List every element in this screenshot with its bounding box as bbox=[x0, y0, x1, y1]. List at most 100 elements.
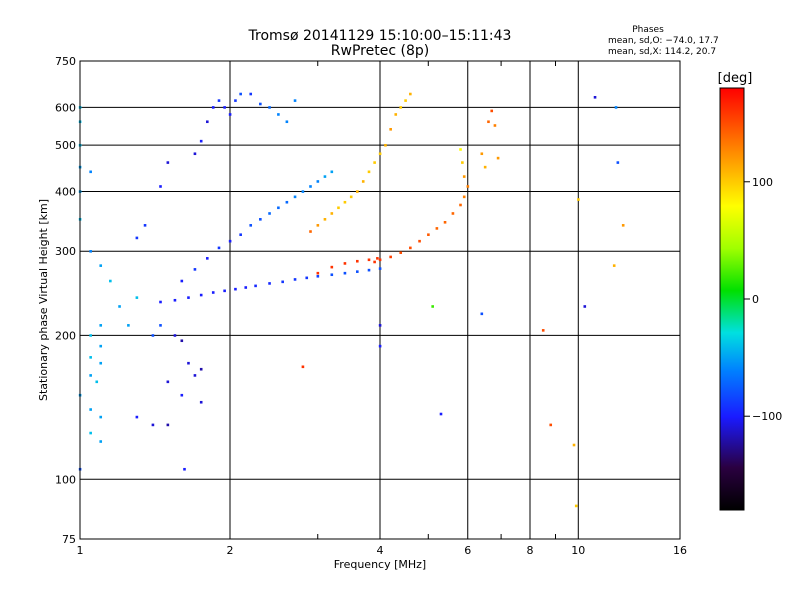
data-point bbox=[89, 408, 92, 411]
data-point bbox=[89, 356, 92, 359]
data-point bbox=[151, 423, 155, 427]
data-point bbox=[483, 165, 487, 169]
data-point bbox=[490, 109, 494, 113]
data-point bbox=[89, 170, 92, 174]
data-point bbox=[183, 467, 186, 471]
data-point bbox=[316, 224, 320, 227]
data-point bbox=[193, 374, 197, 377]
data-point bbox=[577, 198, 580, 201]
data-point bbox=[487, 120, 490, 124]
data-point bbox=[249, 92, 253, 96]
x-tick-label: 16 bbox=[673, 544, 687, 557]
data-point bbox=[574, 504, 578, 508]
data-point bbox=[109, 279, 112, 283]
data-point bbox=[268, 212, 271, 215]
data-point bbox=[244, 286, 248, 289]
data-point bbox=[355, 259, 359, 263]
data-point bbox=[493, 124, 497, 127]
data-point bbox=[496, 156, 500, 160]
y-tick-label: 500 bbox=[55, 139, 76, 152]
data-point bbox=[180, 339, 184, 343]
data-point bbox=[166, 161, 170, 164]
data-point bbox=[378, 152, 382, 156]
data-point bbox=[143, 224, 147, 227]
data-point bbox=[301, 365, 305, 369]
y-tick-label: 200 bbox=[55, 329, 76, 342]
data-point bbox=[462, 175, 466, 178]
data-point bbox=[361, 180, 365, 183]
data-point bbox=[399, 251, 403, 255]
plot-points bbox=[78, 92, 625, 508]
data-point bbox=[549, 423, 553, 427]
data-point bbox=[462, 195, 466, 199]
data-point bbox=[193, 152, 197, 156]
data-point bbox=[431, 305, 434, 308]
data-point bbox=[480, 312, 484, 316]
data-point bbox=[404, 99, 407, 102]
data-point bbox=[378, 344, 382, 348]
data-point bbox=[389, 127, 392, 131]
data-point bbox=[199, 139, 203, 143]
x-axis-label: Frequency [MHz] bbox=[334, 558, 426, 571]
data-point bbox=[376, 257, 379, 260]
data-point bbox=[285, 200, 289, 204]
data-point bbox=[211, 291, 215, 294]
data-point bbox=[135, 236, 139, 240]
data-point bbox=[217, 246, 221, 250]
stats-line-o: mean, sd,O: −74.0, 17.7 bbox=[608, 36, 719, 46]
data-point bbox=[249, 224, 253, 227]
data-point bbox=[89, 431, 92, 435]
data-point bbox=[343, 200, 347, 204]
data-point bbox=[409, 92, 412, 96]
data-point bbox=[173, 334, 177, 337]
data-point bbox=[367, 268, 371, 272]
data-point bbox=[180, 279, 184, 283]
x-tick-label: 1 bbox=[77, 544, 84, 557]
data-point bbox=[399, 106, 403, 109]
data-point bbox=[316, 274, 320, 278]
data-point bbox=[254, 284, 257, 288]
colorbar-tick-label: 100 bbox=[752, 176, 773, 189]
data-point bbox=[159, 324, 162, 327]
data-point bbox=[277, 206, 280, 210]
data-point bbox=[621, 224, 625, 227]
data-point bbox=[616, 161, 620, 164]
data-point bbox=[268, 282, 271, 285]
y-tick-label: 300 bbox=[55, 245, 76, 258]
x-tick-label: 6 bbox=[464, 544, 471, 557]
data-point bbox=[281, 280, 284, 284]
data-point bbox=[330, 212, 334, 215]
data-point bbox=[389, 255, 392, 259]
data-point bbox=[151, 334, 155, 337]
data-point bbox=[480, 152, 484, 156]
colorbar-ticks: 100 0 −100 bbox=[744, 176, 782, 423]
data-point bbox=[205, 257, 209, 260]
data-point bbox=[135, 296, 139, 299]
data-point bbox=[239, 92, 242, 96]
data-point bbox=[309, 185, 312, 188]
data-point bbox=[293, 99, 297, 102]
data-point bbox=[427, 233, 430, 236]
y-tick-label: 600 bbox=[55, 101, 76, 114]
data-point bbox=[572, 443, 576, 447]
data-point bbox=[439, 412, 443, 416]
data-point bbox=[259, 218, 262, 221]
data-point bbox=[259, 102, 262, 106]
data-point bbox=[612, 264, 616, 267]
data-point bbox=[166, 380, 170, 384]
data-point bbox=[159, 185, 162, 188]
data-point bbox=[394, 113, 398, 116]
data-point bbox=[301, 190, 305, 193]
chart-subtitle: RwPretec (8p) bbox=[331, 43, 429, 59]
x-tick-label: 2 bbox=[227, 544, 234, 557]
data-point bbox=[459, 203, 462, 207]
data-point bbox=[443, 221, 447, 224]
data-point bbox=[583, 305, 587, 308]
y-tick-label: 750 bbox=[55, 55, 76, 68]
data-point bbox=[378, 324, 382, 327]
data-point bbox=[89, 250, 92, 253]
data-point bbox=[173, 298, 177, 302]
y-tick-label: 75 bbox=[62, 533, 76, 546]
data-point bbox=[373, 260, 376, 264]
data-point bbox=[593, 95, 597, 99]
